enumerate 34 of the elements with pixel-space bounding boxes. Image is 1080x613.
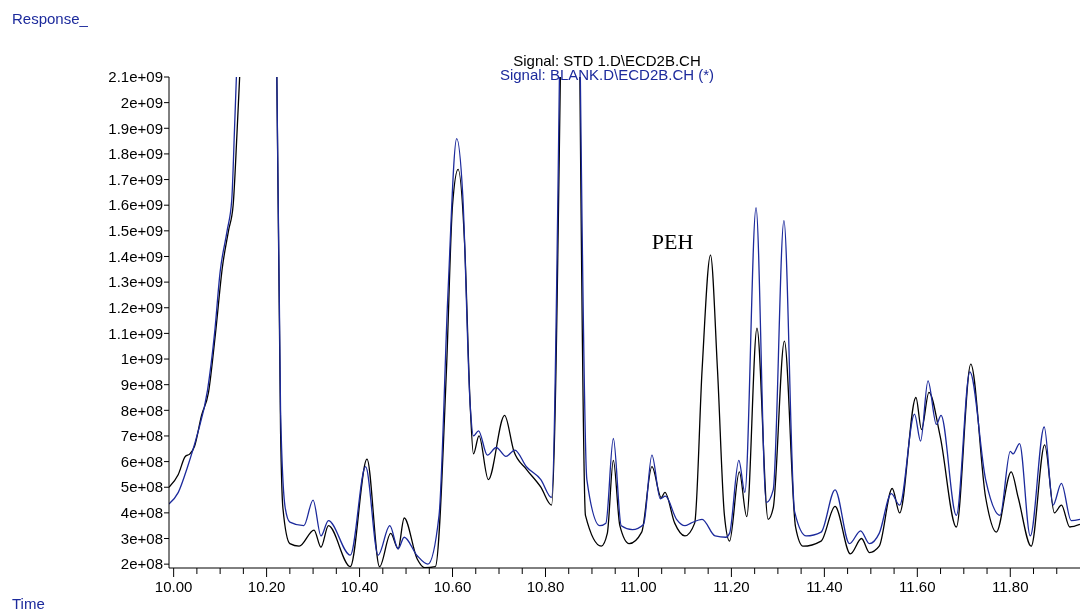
x-tick-label: 11.40 xyxy=(806,578,843,595)
x-tick-label: 10.60 xyxy=(433,578,472,595)
x-tick-label: 10.40 xyxy=(340,578,379,595)
y-tick-label: 1.6e+09 xyxy=(108,196,163,214)
y-tick-label: 1.9e+09 xyxy=(108,119,163,137)
y-tick-label: 2e+09 xyxy=(120,93,163,111)
y-tick-label: 4e+08 xyxy=(120,504,163,522)
y-tick-label: 1.2e+09 xyxy=(108,299,163,317)
annotation: PEH xyxy=(651,229,694,255)
y-tick-label: 1.3e+09 xyxy=(108,273,163,291)
y-tick-label: 6e+08 xyxy=(120,452,163,470)
x-tick-label: 11.20 xyxy=(713,578,750,595)
x-tick-label: 10.00 xyxy=(154,578,193,595)
y-tick-label: 5e+08 xyxy=(120,478,163,496)
y-tick-label: 1e+09 xyxy=(120,350,163,368)
y-axis-title: Response_ xyxy=(12,10,89,27)
y-tick-label: 9e+08 xyxy=(120,375,163,393)
y-tick-label: 1.1e+09 xyxy=(108,324,163,342)
x-tick-label: 10.20 xyxy=(247,578,286,595)
y-tick-label: 1.4e+09 xyxy=(108,247,163,265)
y-tick-label: 2e+08 xyxy=(120,555,163,573)
y-tick-label: 1.5e+09 xyxy=(108,222,163,240)
x-tick-label: 11.00 xyxy=(620,578,657,595)
x-tick-label: 10.80 xyxy=(526,578,565,595)
x-axis-title: Time xyxy=(12,595,45,612)
text: Signal: STD 1.D\ECD2B.CH xyxy=(513,52,701,69)
x-tick-label: 11.60 xyxy=(899,578,936,595)
y-tick-label: 1.7e+09 xyxy=(108,170,163,188)
x-tick-label: 11.80 xyxy=(992,578,1029,595)
y-tick-label: 1.8e+09 xyxy=(108,145,163,163)
y-tick-label: 3e+08 xyxy=(120,529,163,547)
y-tick-label: 2.1e+09 xyxy=(108,68,163,86)
y-tick-label: 8e+08 xyxy=(120,401,163,419)
y-tick-label: 7e+08 xyxy=(120,427,163,445)
